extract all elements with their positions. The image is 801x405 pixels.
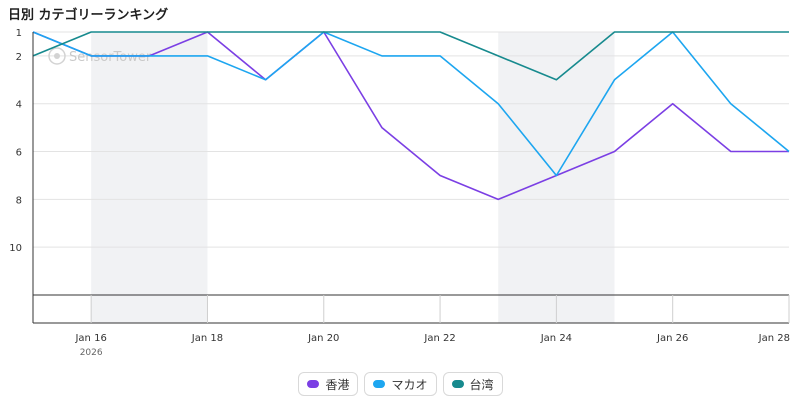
legend-label-hongkong: 香港 <box>325 377 350 392</box>
chart-title: 日別 カテゴリーランキング <box>8 8 169 23</box>
shaded-band-1 <box>498 32 615 323</box>
x-tick-label: Jan 18 <box>191 333 223 344</box>
weekend-bands <box>91 32 615 323</box>
legend-swatch-macau <box>373 380 386 388</box>
series-line-0 <box>32 31 789 201</box>
x-axis-ticks: Jan 16 Jan 18 Jan 20 Jan 22 Jan 24 Jan 26 Jan … <box>74 295 790 358</box>
series-line-1 <box>32 31 790 177</box>
y-tick-label: 1 <box>16 28 22 39</box>
x-tick-label: Jan 16 <box>74 333 106 344</box>
legend-item-macau[interactable]: マカオ <box>364 372 437 396</box>
x-tick-label: Jan 28 <box>758 333 790 344</box>
x-tick-label: Jan 24 <box>540 333 572 344</box>
legend-label-macau: マカオ <box>391 377 428 392</box>
legend-item-taiwan[interactable]: 台湾 <box>442 372 503 396</box>
shaded-band-0 <box>91 32 208 323</box>
x-tick-label: Jan 20 <box>307 333 339 344</box>
y-tick-label: 10 <box>9 243 22 254</box>
x-tick-label: Jan 22 <box>423 333 455 344</box>
y-tick-label: 4 <box>16 100 22 111</box>
range-navigator <box>32 32 789 324</box>
sensortower-watermark: SensorTower <box>48 47 152 65</box>
legend: 香港 マカオ 台湾 <box>0 372 801 396</box>
x-axis-year-label: 2026 <box>80 348 103 358</box>
watermark-text: SensorTower <box>69 50 152 65</box>
series-lines <box>32 31 790 201</box>
legend-item-hongkong[interactable]: 香港 <box>298 372 359 396</box>
legend-swatch-taiwan <box>451 380 464 388</box>
y-tick-label: 2 <box>16 52 22 63</box>
series-line-2 <box>32 31 789 81</box>
x-tick-label: Jan 26 <box>656 333 688 344</box>
legend-swatch-hongkong <box>307 380 320 388</box>
legend-label-taiwan: 台湾 <box>469 377 494 392</box>
y-axis-ticks: 1 2 4 6 8 10 <box>9 28 22 254</box>
y-tick-label: 8 <box>16 195 22 206</box>
y-tick-label: 6 <box>16 148 22 159</box>
